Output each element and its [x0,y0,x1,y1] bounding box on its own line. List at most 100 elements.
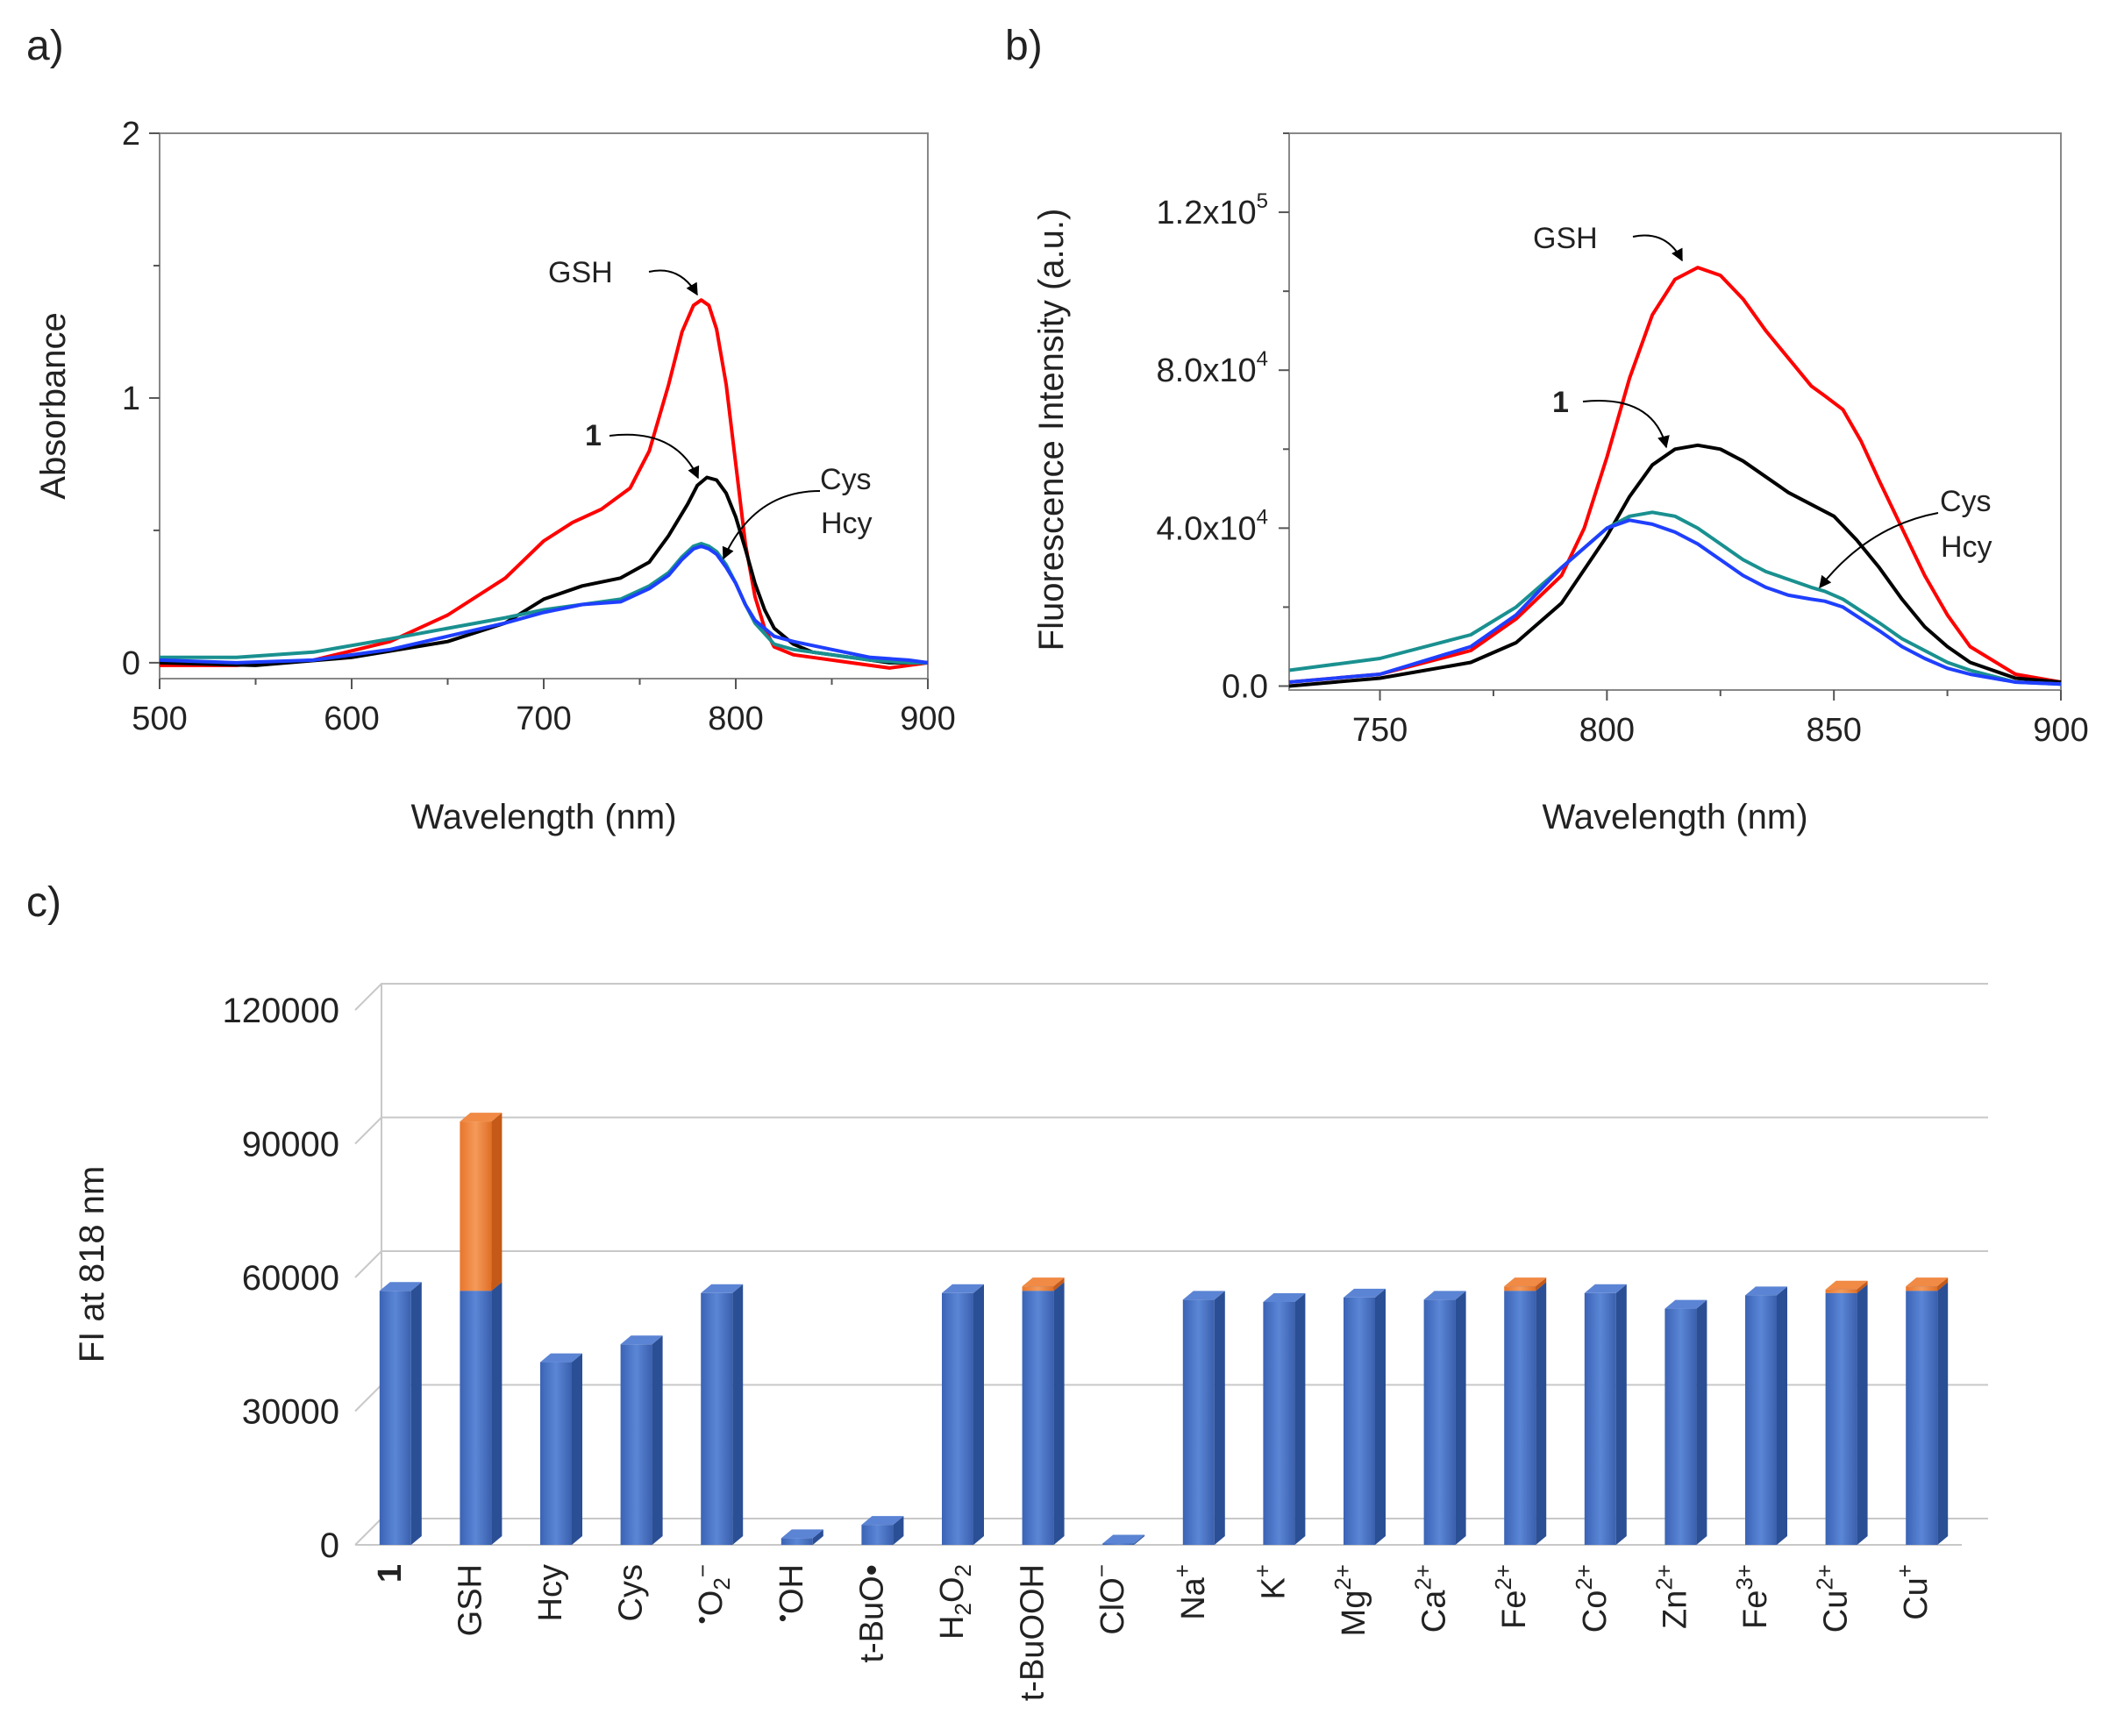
panel-c-bar-increase [460,1113,503,1291]
panel-c-bar-base [460,1282,503,1545]
panel-b-ytick-label: 4.0x104 [1157,505,1268,547]
panel-c-category-label: GSH [452,1564,488,1636]
panel-c-ytick-label: 120000 [223,992,339,1030]
panel-c-bar-increase [1022,1277,1065,1291]
panel-a-xlabel: Wavelength (nm) [410,798,676,836]
panel-b-frame [1288,132,2062,691]
panel-c-bar-base [701,1284,744,1545]
panel-c-category-label: Fe2+ [1490,1564,1533,1629]
panel-c-category-label: •OH [769,1564,810,1622]
panel-c-bar-base [1504,1282,1547,1545]
panel-c-bar-base [1825,1284,1868,1545]
panel-c: c) 0 30000 60000 90000 120000 1 GSH Hcy Cys •O2− •… [26,879,1988,1701]
panel-a-xtick-label: 500 [132,701,187,737]
panel-c-ytick-label: 60000 [242,1259,339,1298]
panel-c-ylabel: FI at 818 nm [73,1166,111,1363]
panel-c-gridline [354,983,1988,1011]
panel-a-ytick-label: 0 [122,645,140,682]
panel-a-arrow-gsh [648,269,698,296]
panel-c-bar-base [1102,1534,1145,1545]
panel-c-ticks: 0 30000 60000 90000 120000 1 GSH Hcy Cys •O2− •OH t… [223,992,1935,1701]
panel-c-category-label: t-BuOOH [1015,1564,1051,1701]
panel-c-bar-base [1022,1282,1065,1545]
panel-c-category-label: Cys [613,1564,650,1621]
panel-a: a) 500 600 700 800 900 0 1 2 Wavelength (nm) Ab… [26,23,956,836]
panel-b-lines [1288,266,2062,688]
panel-c-category-label: Mg2+ [1329,1564,1372,1636]
panel-b-ytick-label: 0.0 [1222,668,1268,705]
panel-b-arrow-gsh [1632,234,1683,262]
panel-c-gridline [354,1116,1988,1145]
panel-a-xtick-label: 900 [900,701,955,737]
panel-b-annotation-1: 1 [1552,386,1569,419]
panel-c-category-label: 1 [372,1564,409,1583]
panel-c-bar-base [1263,1292,1306,1545]
panel-b-ytick-label: 8.0x104 [1157,347,1268,389]
panel-c-category-label: ClO− [1088,1564,1131,1635]
panel-b-xtick-label: 850 [1806,712,1861,749]
panel-c-bar-base [1344,1288,1386,1545]
panel-c-category-label: t-BuO• [853,1564,890,1663]
panel-a-label: a) [26,23,64,69]
panel-a-ytick-label: 2 [122,116,140,153]
panel-c-bar-base [781,1529,823,1545]
panel-c-ytick-label: 90000 [242,1126,339,1164]
panel-a-annotation-gsh: GSH [548,256,613,289]
panel-a-series-gsh [160,298,929,670]
panel-c-category-label: Na+ [1169,1564,1212,1620]
panel-a-xtick-label: 700 [516,701,571,737]
panel-b-arrow-cys [1819,512,1939,589]
panel-c-category-label: Hcy [532,1564,569,1621]
panel-c-category-label: H2O2 [934,1564,976,1640]
panel-c-bar-base [620,1335,663,1545]
panel-c-bar-base [942,1284,984,1545]
panel-c-bar-base [1423,1291,1466,1545]
panel-a-lines [159,298,929,670]
panel-a-annotation-cys: Cys [820,463,872,496]
panel-b-series-hcy [1288,518,2062,687]
panel-b-annotation-cys: Cys [1940,485,1992,518]
panel-b-ticks: 750 800 850 900 0.0 4.0x104 8.0x104 1.2x105 [1157,132,2089,749]
panel-c-bar-base [861,1516,904,1545]
panel-c-category-label: •O2− [688,1564,735,1624]
panel-c-ytick-label: 30000 [242,1393,339,1432]
panel-b-series-1 [1288,443,2062,688]
panel-c-category-label: Cu2+ [1812,1564,1855,1633]
panel-b-annotation-hcy: Hcy [1941,530,1992,564]
panel-c-ytick-label: 0 [320,1526,339,1565]
panel-c-bar-base [1664,1299,1707,1545]
panel-a-arrow-1 [609,433,700,480]
panel-a-series-hcy [159,544,929,665]
panel-c-category-label: Zn2+ [1650,1564,1693,1629]
panel-a-annotation-hcy: Hcy [821,507,873,540]
panel-c-bar-increase [1825,1280,1868,1293]
panel-a-series-1 [159,475,928,667]
panel-b: b) 750 800 850 9000.04.0x1048.0x1041.2x105 … [1005,23,2089,836]
panel-c-category-label: Fe3+ [1731,1564,1774,1629]
panel-c-bar-base [1584,1284,1627,1545]
panel-b-ylabel: Fluorescence Intensity (a.u.) [1032,209,1071,651]
panel-a-xtick-label: 800 [708,701,763,737]
panel-a-xtick-label: 600 [324,701,379,737]
panel-c-gridlines [354,983,1988,1546]
panel-c-gridline [354,1518,1988,1546]
panel-a-ylabel: Absorbance [34,312,73,499]
panel-c-gridline [354,1250,1988,1278]
panel-b-xtick-label: 750 [1352,712,1408,749]
panel-c-bar-base [1906,1282,1949,1545]
panel-a-series-cys [160,542,928,665]
panel-b-annotation-gsh: GSH [1533,222,1598,255]
panel-c-gridline [354,1384,1988,1412]
panel-b-series-gsh [1288,266,2062,684]
panel-a-ytick-label: 1 [122,381,140,417]
panel-c-category-label: Cu+ [1892,1564,1935,1620]
panel-c-bar-base [540,1353,582,1545]
panel-b-ytick-label: 1.2x105 [1157,189,1268,231]
panel-a-arrow-cys [722,490,821,560]
panel-b-xtick-label: 900 [2033,712,2088,749]
panel-c-bar-increase [1906,1277,1949,1291]
panel-c-label: c) [26,879,61,926]
panel-c-category-label: Co2+ [1571,1564,1614,1633]
panel-c-bar-base [1745,1286,1787,1545]
